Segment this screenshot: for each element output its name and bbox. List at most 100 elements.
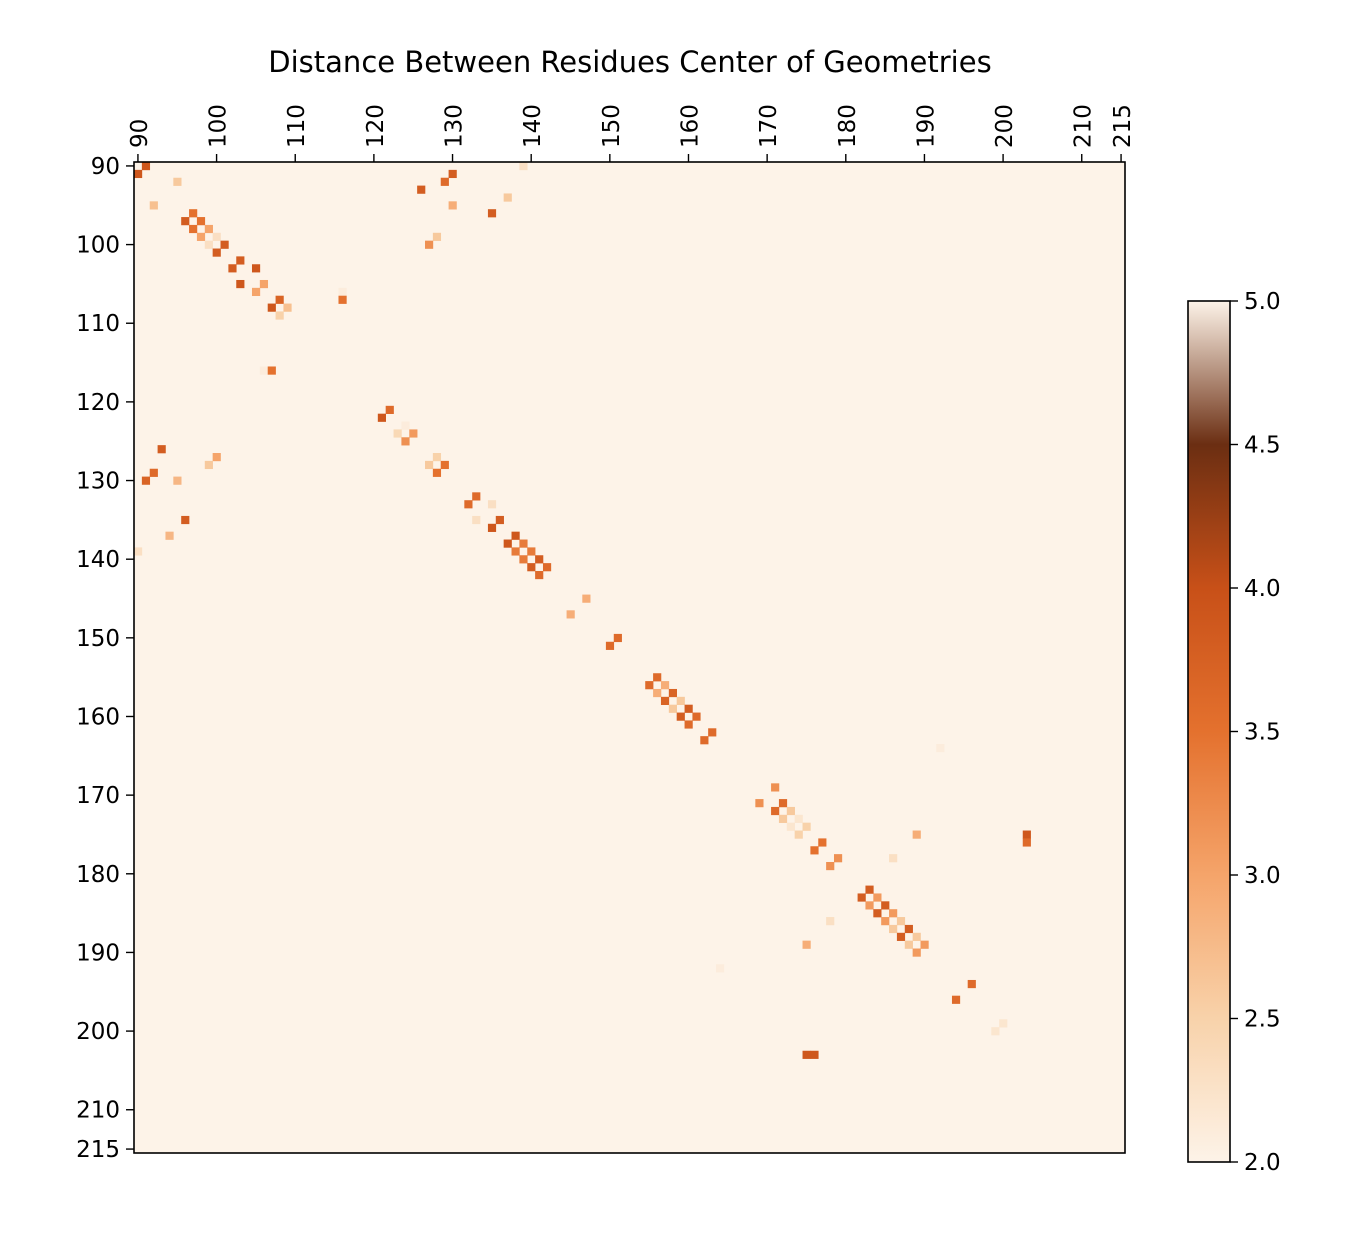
heatmap-cell bbox=[951, 995, 961, 1004]
axes: 90 100 110 120 130 140 150 160 170 180 190 200 210 21… bbox=[76, 104, 1136, 1163]
y-tick-label: 130 bbox=[76, 469, 120, 495]
heatmap-cell bbox=[259, 279, 269, 289]
heatmap-cell bbox=[495, 515, 504, 525]
colorbar-tick-label: 4.5 bbox=[1244, 433, 1281, 459]
heatmap-cell bbox=[401, 421, 410, 430]
heatmap-cell bbox=[267, 366, 276, 375]
heatmap-cell bbox=[425, 460, 434, 470]
heatmap-cell bbox=[251, 287, 261, 297]
heatmap-cell bbox=[236, 279, 245, 289]
heatmap-cell bbox=[511, 547, 520, 556]
heatmap-cell bbox=[236, 256, 245, 265]
heatmap-cell bbox=[802, 822, 811, 831]
x-tick-label: 150 bbox=[599, 104, 625, 148]
heatmap-background bbox=[134, 162, 1125, 1153]
heatmap-cell bbox=[700, 736, 709, 745]
heatmap-cell bbox=[487, 500, 497, 509]
heatmap-cell bbox=[487, 523, 497, 532]
y-tick-label: 170 bbox=[76, 783, 120, 809]
heatmap-cell bbox=[613, 633, 622, 643]
heatmap-cell bbox=[818, 838, 827, 847]
heatmap-cell bbox=[771, 783, 780, 792]
heatmap-cell bbox=[991, 1027, 1000, 1036]
heatmap-cell bbox=[535, 555, 544, 564]
colorbar-tick-label: 3.5 bbox=[1244, 720, 1281, 746]
heatmap-cell bbox=[771, 806, 780, 816]
heatmap-cell bbox=[1022, 838, 1031, 847]
heatmap-cell bbox=[660, 696, 670, 705]
heatmap-cell bbox=[873, 909, 882, 918]
heatmap-cell bbox=[786, 822, 795, 831]
heatmap-cell bbox=[967, 979, 976, 989]
heatmap-cell bbox=[173, 177, 182, 186]
heatmap-cell bbox=[810, 846, 819, 855]
heatmap-cell bbox=[196, 232, 206, 241]
heatmap-cell bbox=[228, 264, 237, 273]
heatmap-cell bbox=[1022, 830, 1031, 839]
heatmap-cell bbox=[936, 744, 945, 753]
heatmap-cell bbox=[676, 712, 685, 721]
heatmap-cell bbox=[668, 704, 677, 713]
heatmap-cell bbox=[692, 712, 701, 721]
heatmap-cell bbox=[212, 232, 221, 241]
y-tick-label: 90 bbox=[91, 154, 120, 180]
x-tick-label: 200 bbox=[992, 104, 1018, 148]
heatmap-cell bbox=[181, 217, 190, 226]
heatmap-cell bbox=[684, 720, 693, 729]
heatmap-cell bbox=[440, 460, 449, 470]
heatmap-cell bbox=[503, 539, 512, 548]
y-tick-label: 140 bbox=[76, 547, 120, 573]
heatmap-cell bbox=[472, 492, 481, 501]
heatmap-cell bbox=[802, 940, 811, 949]
y-tick-label: 100 bbox=[76, 233, 120, 259]
heatmap-cell bbox=[283, 303, 292, 312]
heatmap-cell bbox=[157, 445, 166, 454]
x-tick-label: 190 bbox=[913, 104, 939, 148]
colorbar-tick-label: 3.0 bbox=[1244, 863, 1281, 889]
heatmap-cell bbox=[542, 563, 552, 572]
x-tick-label: 140 bbox=[520, 104, 546, 148]
heatmap-cell bbox=[920, 940, 929, 949]
y-tick-label: 150 bbox=[76, 626, 120, 652]
x-tick-label: 120 bbox=[363, 104, 389, 148]
heatmap-cell bbox=[826, 861, 835, 871]
heatmap-cell bbox=[676, 696, 685, 705]
heatmap-cell bbox=[204, 224, 213, 234]
heatmap-cell bbox=[535, 570, 544, 580]
y-tick-label: 215 bbox=[76, 1137, 120, 1163]
heatmap-cell bbox=[668, 688, 677, 698]
heatmap-cell bbox=[204, 240, 213, 249]
heatmap-cell bbox=[275, 311, 284, 320]
heatmap-cell bbox=[377, 295, 386, 304]
x-tick-label: 90 bbox=[127, 119, 153, 148]
y-tick-label: 210 bbox=[76, 1098, 120, 1124]
heatmap-cell bbox=[716, 964, 725, 973]
heatmap-cell bbox=[149, 201, 158, 210]
heatmap-cell bbox=[865, 885, 874, 894]
heatmap-cell bbox=[999, 1019, 1008, 1028]
heatmap-cell bbox=[896, 932, 906, 941]
x-tick-label: 170 bbox=[756, 104, 782, 148]
heatmap-cell bbox=[802, 1050, 811, 1059]
heatmap-cell bbox=[377, 413, 386, 422]
heatmap-cell bbox=[487, 209, 497, 218]
heatmap-cell bbox=[684, 704, 693, 713]
heatmap-cell bbox=[889, 854, 898, 863]
heatmap-cell bbox=[881, 901, 890, 910]
x-tick-label: 180 bbox=[835, 104, 861, 148]
colorbar-tick-label: 5.0 bbox=[1244, 289, 1281, 315]
heatmap-cell bbox=[417, 185, 426, 194]
x-tick-label: 215 bbox=[1110, 104, 1136, 148]
heatmap-cell bbox=[912, 830, 921, 839]
heatmap-cell bbox=[519, 162, 528, 171]
heatmap-cell bbox=[755, 799, 764, 808]
y-tick-label: 160 bbox=[76, 704, 120, 730]
heatmap-cell bbox=[527, 547, 536, 556]
heatmap-cell bbox=[181, 515, 190, 525]
heatmap-cell bbox=[432, 468, 442, 477]
heatmap-cell bbox=[393, 429, 402, 438]
y-tick-label: 190 bbox=[76, 940, 120, 966]
colorbar: 2.0 2.5 3.0 3.5 4.0 4.5 5.0 bbox=[1187, 289, 1281, 1176]
heatmap-cell bbox=[189, 209, 198, 218]
colorbar-gradient bbox=[1187, 300, 1231, 1163]
